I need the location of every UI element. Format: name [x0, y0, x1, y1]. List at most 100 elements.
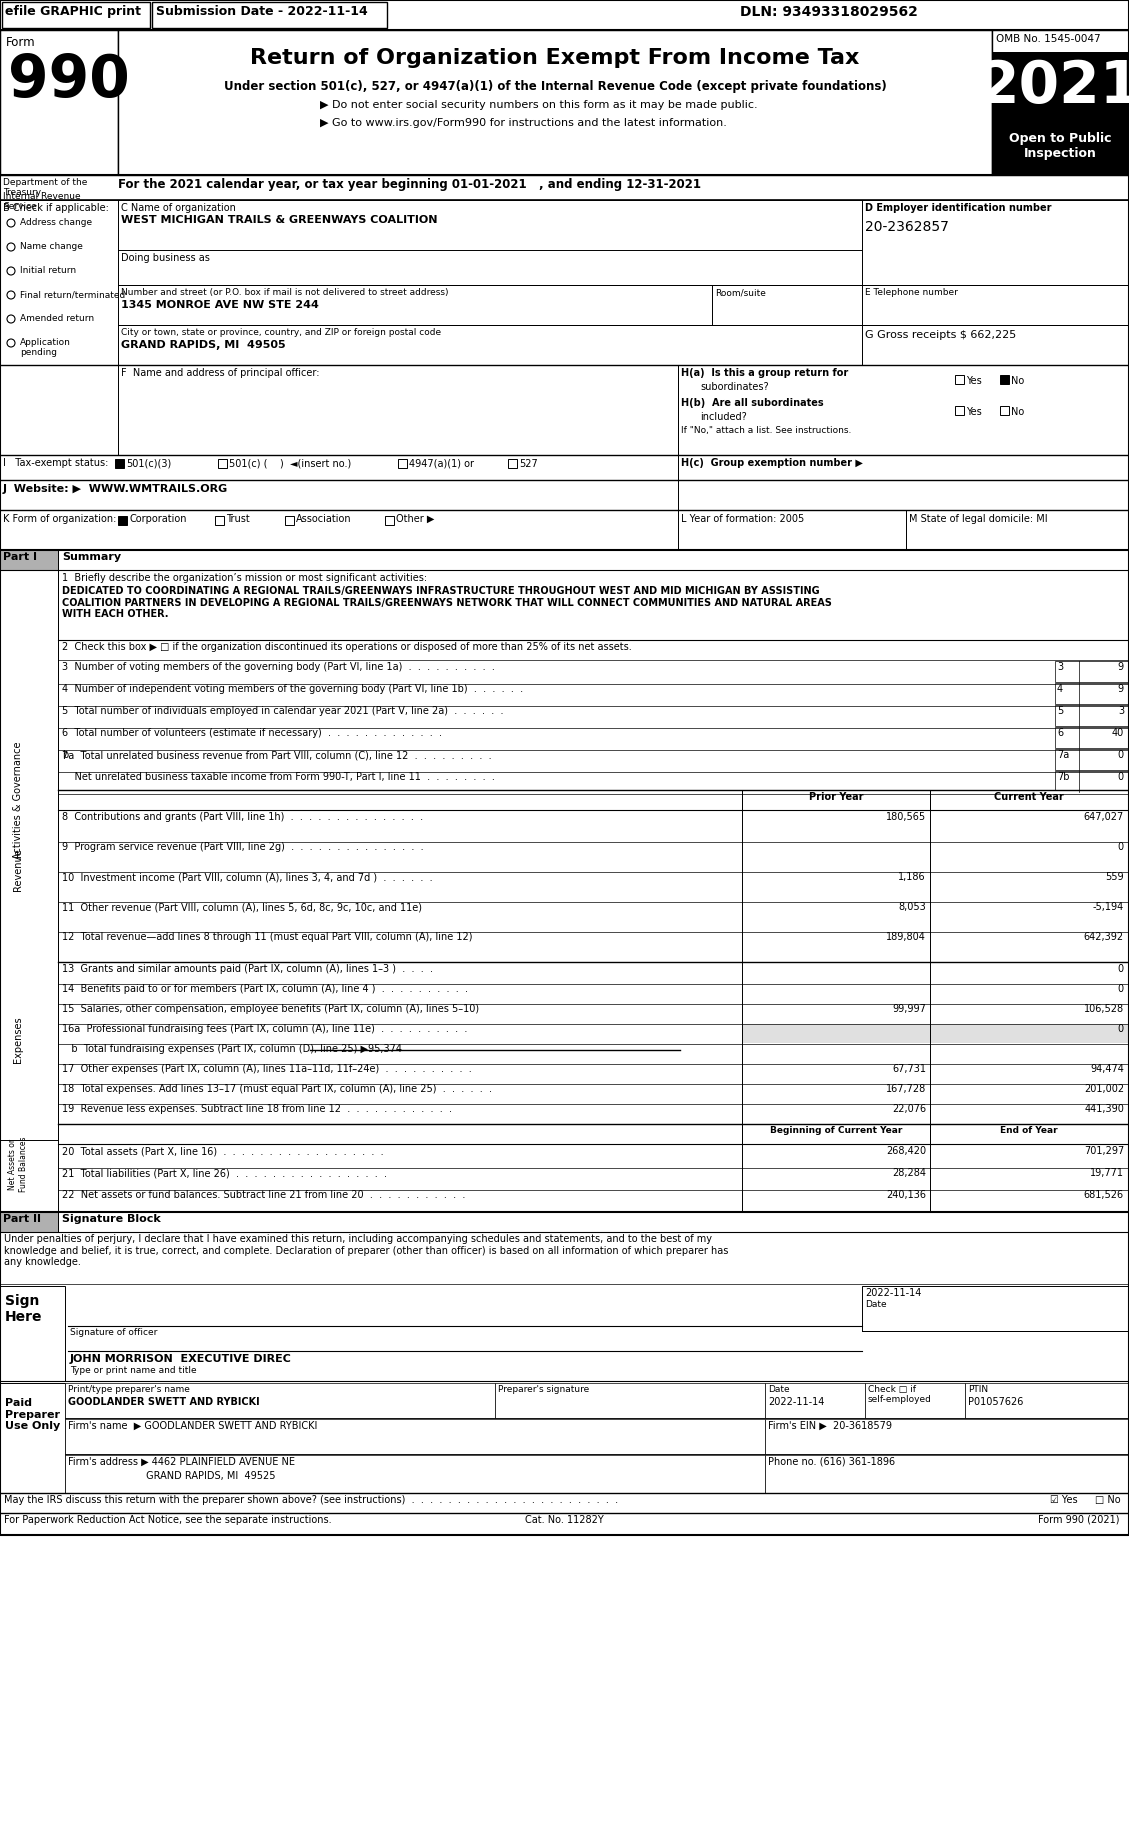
Text: □ No: □ No [1095, 1495, 1121, 1504]
Text: Phone no. (616) 361-1896: Phone no. (616) 361-1896 [768, 1456, 895, 1467]
Bar [865, 1382, 965, 1417]
Bar [0, 569, 58, 1212]
Text: I   Tax-exempt status:: I Tax-exempt status: [3, 458, 108, 468]
Bar [965, 1382, 1129, 1417]
Text: OMB No. 1545-0047: OMB No. 1545-0047 [996, 33, 1101, 44]
Bar [399, 458, 406, 468]
Text: Trust: Trust [226, 514, 250, 525]
Text: 22  Net assets or fund balances. Subtract line 21 from line 20  .  .  .  .  .  .: 22 Net assets or fund balances. Subtract… [62, 1190, 465, 1199]
Text: End of Year: End of Year [1000, 1125, 1058, 1135]
Bar [679, 455, 1129, 480]
Text: 106,528: 106,528 [1084, 1003, 1124, 1015]
Text: 40: 40 [1112, 728, 1124, 737]
Text: H(a)  Is this a group return for: H(a) Is this a group return for [681, 368, 848, 379]
Text: D Employer identification number: D Employer identification number [865, 203, 1051, 213]
Text: 2022-11-14: 2022-11-14 [768, 1397, 824, 1406]
Text: 501(c)(3): 501(c)(3) [126, 458, 172, 469]
Bar [1054, 771, 1129, 793]
Text: 189,804: 189,804 [886, 931, 926, 942]
Text: 0: 0 [1118, 750, 1124, 760]
Text: 6: 6 [1057, 728, 1064, 737]
Text: Part II: Part II [3, 1214, 41, 1223]
Text: 6  Total number of volunteers (estimate if necessary)  .  .  .  .  .  .  .  .  .: 6 Total number of volunteers (estimate i… [62, 728, 441, 737]
Text: 12  Total revenue—add lines 8 through 11 (must equal Part VIII, column (A), line: 12 Total revenue—add lines 8 through 11 … [62, 931, 473, 942]
Text: 167,728: 167,728 [886, 1085, 926, 1094]
Text: DEDICATED TO COORDINATING A REGIONAL TRAILS/GREENWAYS INFRASTRUCTURE THROUGHOUT : DEDICATED TO COORDINATING A REGIONAL TRA… [62, 586, 832, 619]
Text: 2021: 2021 [979, 57, 1129, 115]
Bar [955, 375, 964, 384]
Text: Name change: Name change [20, 242, 82, 251]
Text: Under section 501(c), 527, or 4947(a)(1) of the Internal Revenue Code (except pr: Under section 501(c), 527, or 4947(a)(1)… [224, 79, 886, 92]
Text: 2022-11-14: 2022-11-14 [865, 1288, 921, 1297]
Text: B Check if applicable:: B Check if applicable: [3, 203, 108, 213]
Text: P01057626: P01057626 [968, 1397, 1023, 1406]
Bar [119, 200, 863, 285]
Bar [65, 1419, 765, 1454]
Text: 7a: 7a [1057, 750, 1069, 760]
Bar [742, 789, 930, 809]
Bar [765, 1419, 1129, 1454]
Text: 990: 990 [8, 52, 130, 109]
Text: 180,565: 180,565 [886, 811, 926, 822]
Bar [863, 285, 1129, 325]
Text: Association: Association [296, 514, 351, 525]
Text: 13  Grants and similar amounts paid (Part IX, column (A), lines 1–3 )  .  .  .  : 13 Grants and similar amounts paid (Part… [62, 965, 434, 974]
Text: 5: 5 [1057, 706, 1064, 715]
Bar [1054, 662, 1129, 682]
Text: 441,390: 441,390 [1084, 1103, 1124, 1114]
Text: Date: Date [865, 1299, 886, 1308]
Bar [0, 200, 119, 366]
Bar [992, 128, 1129, 176]
Text: 201,002: 201,002 [1084, 1085, 1124, 1094]
Text: Paid
Preparer
Use Only: Paid Preparer Use Only [5, 1397, 60, 1430]
Text: 0: 0 [1118, 983, 1124, 994]
Bar [0, 366, 119, 455]
Bar [679, 510, 905, 551]
Text: If "No," attach a list. See instructions.: If "No," attach a list. See instructions… [681, 427, 851, 434]
Text: F  Name and address of principal officer:: F Name and address of principal officer: [121, 368, 320, 379]
Bar [58, 551, 1129, 569]
Text: Address change: Address change [20, 218, 93, 227]
Text: 7b: 7b [1057, 772, 1069, 782]
Text: efile GRAPHIC print: efile GRAPHIC print [5, 6, 141, 18]
Bar [1000, 375, 1009, 384]
Text: GRAND RAPIDS, MI  49525: GRAND RAPIDS, MI 49525 [68, 1471, 275, 1480]
Text: Firm's EIN ▶  20-3618579: Firm's EIN ▶ 20-3618579 [768, 1421, 892, 1430]
Text: L Year of formation: 2005: L Year of formation: 2005 [681, 514, 804, 525]
Text: G Gross receipts $ 662,225: G Gross receipts $ 662,225 [865, 331, 1016, 340]
Text: 268,420: 268,420 [886, 1146, 926, 1157]
Text: Application
pending: Application pending [20, 338, 71, 357]
Text: Summary: Summary [62, 553, 121, 562]
Text: 94,474: 94,474 [1091, 1064, 1124, 1074]
Bar [0, 551, 58, 569]
Text: Other ▶: Other ▶ [396, 514, 435, 525]
Bar [0, 0, 1129, 1536]
Text: 4  Number of independent voting members of the governing body (Part VI, line 1b): 4 Number of independent voting members o… [62, 684, 523, 695]
Text: included?: included? [700, 412, 746, 421]
Bar [712, 285, 863, 325]
Text: 1  Briefly describe the organization’s mission or most significant activities:: 1 Briefly describe the organization’s mi… [62, 573, 427, 582]
Bar [679, 366, 1129, 455]
Bar [152, 2, 387, 28]
Bar [1054, 726, 1129, 748]
Text: Print/type preparer's name: Print/type preparer's name [68, 1384, 190, 1393]
Text: For Paperwork Reduction Act Notice, see the separate instructions.: For Paperwork Reduction Act Notice, see … [5, 1515, 332, 1525]
Text: 19,771: 19,771 [1089, 1168, 1124, 1177]
Text: 8,053: 8,053 [899, 902, 926, 913]
Bar [992, 30, 1129, 176]
Bar [2, 2, 150, 28]
Text: ▶ Do not enter social security numbers on this form as it may be made public.: ▶ Do not enter social security numbers o… [320, 100, 758, 111]
Bar [0, 569, 58, 1140]
Text: 0: 0 [1118, 772, 1124, 782]
Text: Yes: Yes [966, 375, 982, 386]
Text: 3: 3 [1057, 662, 1064, 673]
Bar [955, 407, 964, 416]
Text: 9: 9 [1118, 684, 1124, 695]
Bar [285, 516, 294, 525]
Bar [508, 458, 517, 468]
Text: 11  Other revenue (Part VIII, column (A), lines 5, 6d, 8c, 9c, 10c, and 11e): 11 Other revenue (Part VIII, column (A),… [62, 902, 422, 913]
Text: ☑ Yes: ☑ Yes [1050, 1495, 1077, 1504]
Text: 681,526: 681,526 [1084, 1190, 1124, 1199]
Text: GRAND RAPIDS, MI  49505: GRAND RAPIDS, MI 49505 [121, 340, 286, 349]
Text: 19  Revenue less expenses. Subtract line 18 from line 12  .  .  .  .  .  .  .  .: 19 Revenue less expenses. Subtract line … [62, 1103, 452, 1114]
